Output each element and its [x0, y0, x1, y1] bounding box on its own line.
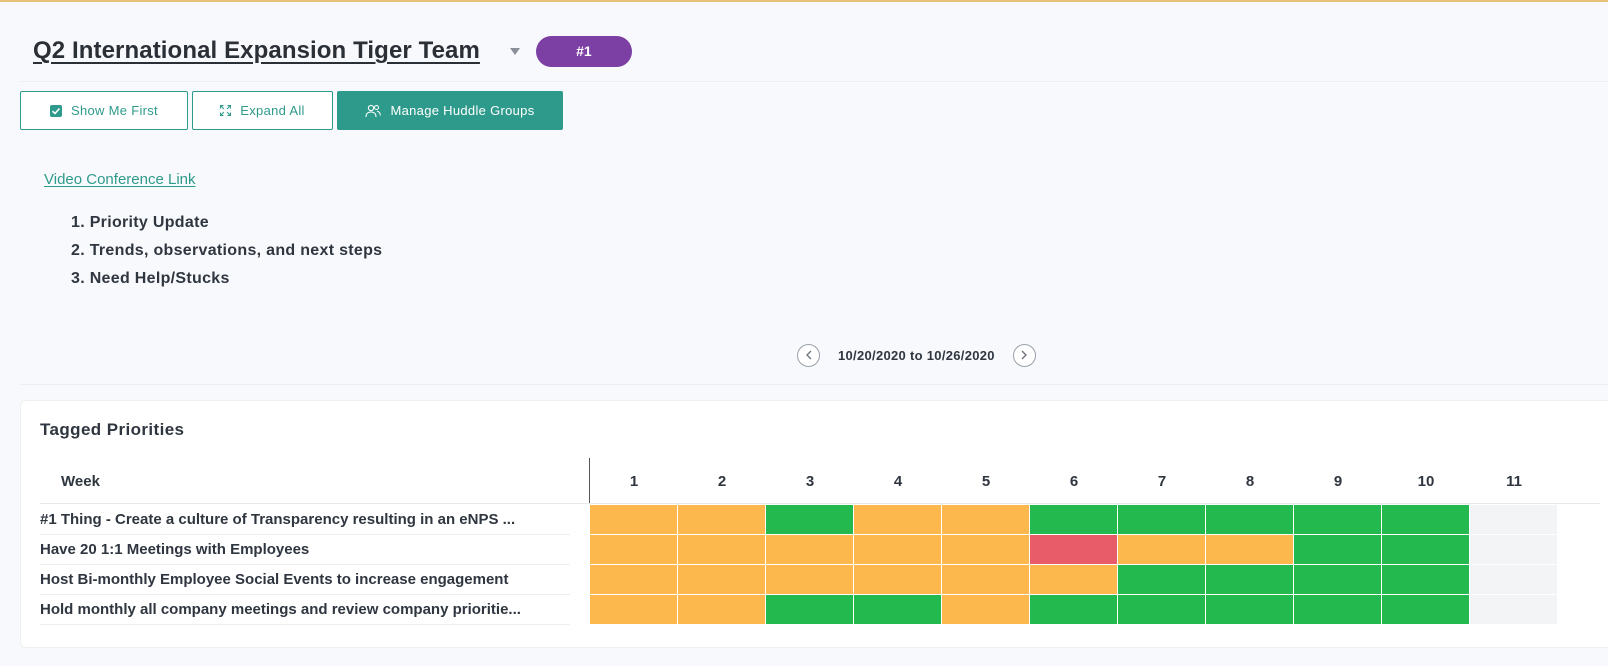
status-cell-green[interactable]: [1206, 595, 1293, 624]
panel-divider: [20, 384, 1608, 385]
week-number: 4: [893, 473, 903, 490]
expand-all-button[interactable]: Expand All: [192, 91, 333, 130]
status-cell-green[interactable]: [1294, 595, 1381, 624]
status-cell-yellow[interactable]: [590, 565, 677, 594]
week-number: 1: [629, 473, 639, 490]
status-cell-yellow[interactable]: [1206, 535, 1293, 564]
status-cell-green[interactable]: [766, 595, 853, 624]
header-divider: [20, 81, 1608, 82]
week-number: 5: [981, 473, 991, 490]
status-cell-green[interactable]: [1118, 595, 1205, 624]
date-range: 10/20/2020 to 10/26/2020: [838, 347, 995, 363]
show-me-first-label: Show Me First: [71, 103, 158, 118]
status-cell-yellow[interactable]: [1030, 565, 1117, 594]
week-number: 9: [1333, 473, 1343, 490]
week-separator: [589, 458, 590, 504]
users-group-icon: [365, 104, 382, 117]
status-cell-green[interactable]: [1294, 535, 1381, 564]
week-number: 7: [1157, 473, 1167, 490]
status-cell-yellow[interactable]: [590, 505, 677, 534]
status-cell-yellow[interactable]: [1118, 535, 1205, 564]
status-cell-yellow[interactable]: [854, 505, 941, 534]
status-cell-green[interactable]: [1030, 595, 1117, 624]
status-cell-green[interactable]: [766, 505, 853, 534]
status-cell-red[interactable]: [1030, 535, 1117, 564]
week-number: 3: [805, 473, 815, 490]
priority-row-label[interactable]: #1 Thing - Create a culture of Transpare…: [40, 505, 570, 535]
status-cell-green[interactable]: [1382, 595, 1469, 624]
status-cell-yellow[interactable]: [766, 535, 853, 564]
panel-title: Tagged Priorities: [40, 420, 185, 439]
week-number: 6: [1069, 473, 1079, 490]
status-cell-empty[interactable]: [1470, 595, 1557, 624]
show-me-first-button[interactable]: Show Me First: [20, 91, 188, 130]
agenda-list: 1. Priority Update 2. Trends, observatio…: [71, 212, 382, 296]
status-cell-yellow[interactable]: [766, 565, 853, 594]
status-cell-yellow[interactable]: [678, 595, 765, 624]
header-rule: [40, 503, 1600, 504]
video-conference-link[interactable]: Video Conference Link: [44, 171, 196, 188]
manage-huddle-groups-label: Manage Huddle Groups: [390, 103, 535, 118]
status-cell-empty[interactable]: [1470, 565, 1557, 594]
status-cell-yellow[interactable]: [942, 565, 1029, 594]
priority-row-label[interactable]: Have 20 1:1 Meetings with Employees: [40, 535, 570, 565]
expand-all-label: Expand All: [240, 103, 305, 118]
status-cell-yellow[interactable]: [678, 535, 765, 564]
agenda-item: 2. Trends, observations, and next steps: [71, 242, 383, 259]
status-cell-green[interactable]: [1118, 565, 1205, 594]
manage-huddle-groups-button[interactable]: Manage Huddle Groups: [337, 91, 563, 130]
priority-row-label[interactable]: Hold monthly all company meetings and re…: [40, 595, 570, 625]
status-cell-green[interactable]: [1382, 565, 1469, 594]
status-cell-yellow[interactable]: [854, 565, 941, 594]
status-cell-green[interactable]: [1030, 505, 1117, 534]
status-cell-yellow[interactable]: [678, 565, 765, 594]
expand-icon: [220, 105, 232, 116]
team-header: Q2 International Expansion Tiger Team #1: [33, 31, 632, 71]
status-cell-yellow[interactable]: [942, 535, 1029, 564]
status-cell-yellow[interactable]: [590, 595, 677, 624]
status-cell-yellow[interactable]: [678, 505, 765, 534]
team-title[interactable]: Q2 International Expansion Tiger Team: [33, 37, 480, 64]
chevron-right-icon: [1021, 350, 1028, 360]
agenda-item: 3. Need Help/Stucks: [71, 270, 230, 287]
team-dropdown-caret-icon[interactable]: [509, 47, 520, 55]
top-accent-line: [0, 0, 1608, 2]
rank-badge: #1: [535, 35, 632, 67]
week-number: 8: [1245, 473, 1255, 490]
chevron-left-icon: [805, 350, 811, 360]
status-cell-yellow[interactable]: [942, 595, 1029, 624]
tagged-priorities-panel: Tagged Priorities Week 1 2 3 4 5 6 7 8 9 10 11 #1 T…: [20, 400, 1608, 648]
status-cell-green[interactable]: [854, 595, 941, 624]
status-cell-yellow[interactable]: [942, 505, 1029, 534]
next-week-button[interactable]: [1012, 343, 1036, 367]
status-cell-green[interactable]: [1382, 535, 1469, 564]
checkbox-checked-icon: [50, 104, 62, 117]
week-number: 11: [1506, 473, 1522, 490]
status-cell-empty[interactable]: [1470, 505, 1557, 534]
week-number: 10: [1417, 473, 1435, 490]
status-cell-green[interactable]: [1206, 565, 1293, 594]
status-cell-green[interactable]: [1294, 565, 1381, 594]
status-cell-green[interactable]: [1118, 505, 1205, 534]
agenda-item: 1. Priority Update: [71, 214, 209, 231]
previous-week-button[interactable]: [797, 343, 820, 367]
date-navigator: 10/20/2020 to 10/26/2020: [797, 343, 1036, 367]
status-cell-green[interactable]: [1206, 505, 1293, 534]
week-column-header: Week: [61, 473, 100, 490]
status-cell-empty[interactable]: [1470, 535, 1557, 564]
priority-row-label[interactable]: Host Bi-monthly Employee Social Events t…: [40, 565, 570, 595]
week-number: 2: [717, 473, 727, 490]
status-cell-green[interactable]: [1382, 505, 1469, 534]
status-cell-yellow[interactable]: [854, 535, 941, 564]
status-cell-yellow[interactable]: [590, 535, 677, 564]
status-cell-green[interactable]: [1294, 505, 1381, 534]
